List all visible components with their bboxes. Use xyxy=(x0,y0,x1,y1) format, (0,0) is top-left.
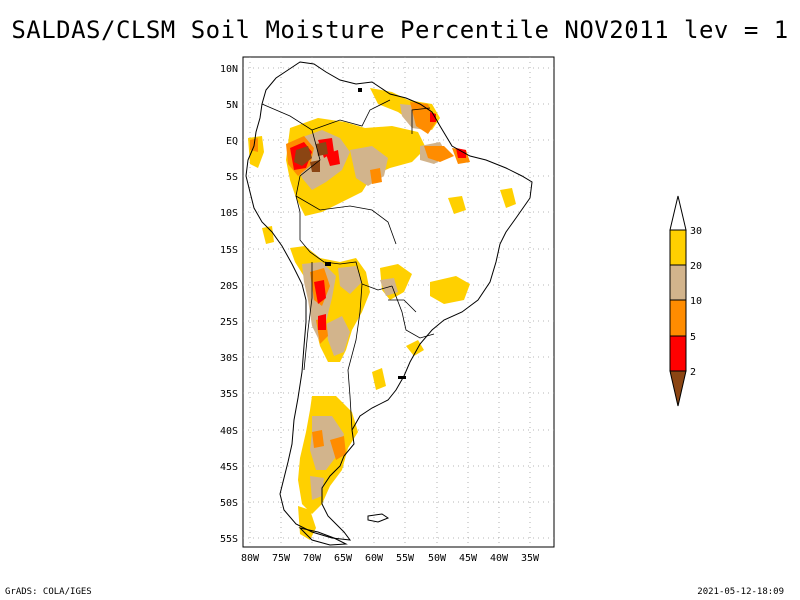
colorbar-label: 10 xyxy=(690,296,702,307)
lon-label: 70W xyxy=(303,553,322,564)
colorbar-top-triangle xyxy=(669,195,687,231)
lat-label: 25S xyxy=(220,317,238,328)
lon-label: 35W xyxy=(521,553,540,564)
lat-label: 5N xyxy=(226,100,238,111)
lat-label: 10S xyxy=(220,208,238,219)
colorbar xyxy=(669,195,687,407)
colorbar-segment-20-30 xyxy=(669,229,687,266)
colorbar-label: 20 xyxy=(690,261,702,272)
lat-label: 30S xyxy=(220,353,238,364)
lon-label: 50W xyxy=(428,553,447,564)
lat-label: 35S xyxy=(220,389,238,400)
lat-label: 5S xyxy=(226,172,238,183)
colorbar-bottom-triangle xyxy=(669,370,687,407)
lon-label: 55W xyxy=(396,553,415,564)
lon-label: 65W xyxy=(334,553,353,564)
lat-label: 50S xyxy=(220,498,238,509)
country-borders xyxy=(261,99,435,431)
lon-label: 75W xyxy=(272,553,291,564)
lat-label: 20S xyxy=(220,281,238,292)
colorbar-segment-5-10 xyxy=(669,299,687,337)
latitude-labels: 10N 5N EQ 5S 10S 15S 20S 25S 30S 35S 40S… xyxy=(220,64,238,545)
falkland-islands xyxy=(367,513,390,523)
lon-label: 80W xyxy=(241,553,260,564)
percentile-shading xyxy=(248,88,516,540)
lat-label: 45S xyxy=(220,462,238,473)
colorbar-segment-10-20 xyxy=(669,264,687,301)
map-title: SALDAS/CLSM Soil Moisture Percentile NOV… xyxy=(11,16,789,44)
lat-label: 40S xyxy=(220,426,238,437)
tierra-del-fuego xyxy=(298,527,348,546)
lakes xyxy=(325,88,406,379)
render-timestamp: 2021-05-12-18:09 xyxy=(697,587,784,597)
colorbar-label: 30 xyxy=(690,226,702,237)
colorbar-labels: 30 20 10 5 2 xyxy=(690,226,702,378)
lat-label: 10N xyxy=(220,64,238,75)
grads-credit: GrADS: COLA/IGES xyxy=(5,587,92,597)
lon-label: 45W xyxy=(459,553,478,564)
colorbar-segment-2-5 xyxy=(669,335,687,372)
lat-label: 15S xyxy=(220,245,238,256)
colorbar-label: 5 xyxy=(690,332,696,343)
lon-label: 60W xyxy=(365,553,384,564)
lat-label: EQ xyxy=(226,136,238,147)
coastline xyxy=(245,61,533,541)
colorbar-label: 2 xyxy=(690,367,696,378)
lon-label: 40W xyxy=(490,553,509,564)
lat-label: 55S xyxy=(220,534,238,545)
longitude-labels: 80W 75W 70W 65W 60W 55W 50W 45W 40W 35W xyxy=(241,553,540,564)
